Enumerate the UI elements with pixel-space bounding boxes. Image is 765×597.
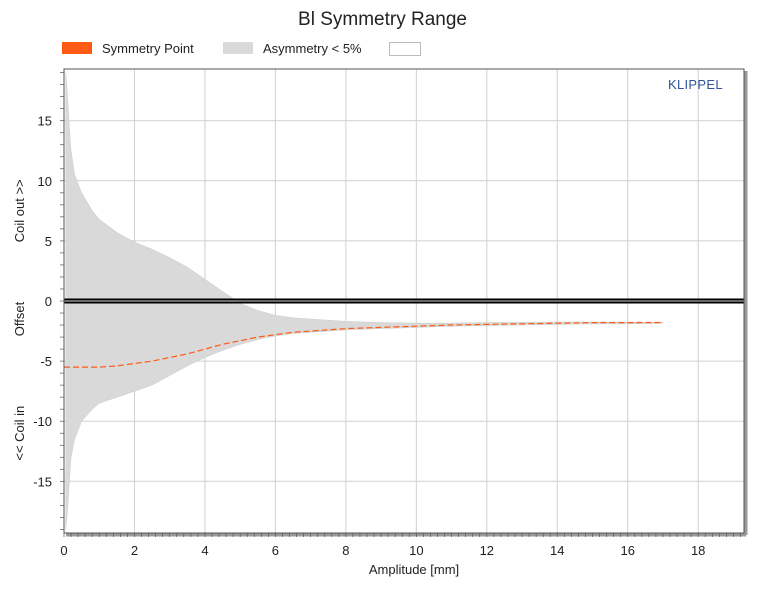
y-tick-label: 0 xyxy=(45,294,52,309)
x-axis-label: Amplitude [mm] xyxy=(369,562,459,577)
legend-label-asymmetry: Asymmetry < 5% xyxy=(263,41,362,56)
x-tick-label: 14 xyxy=(550,543,564,558)
symmetry-point-line xyxy=(64,322,663,368)
x-tick-label: 12 xyxy=(480,543,494,558)
y-tick-label: -15 xyxy=(33,474,52,489)
y-tick-label: -5 xyxy=(40,354,52,369)
x-tick-label: 2 xyxy=(131,543,138,558)
x-tick-label: 6 xyxy=(272,543,279,558)
klippel-watermark: KLIPPEL xyxy=(668,77,723,92)
y-axis-label-part: << Coil in xyxy=(12,406,27,461)
x-tick-label: 8 xyxy=(342,543,349,558)
x-tick-label: 4 xyxy=(201,543,208,558)
legend-swatch-asymmetry xyxy=(223,42,253,54)
y-axis-label-part: Coil out >> xyxy=(12,179,27,242)
legend-label-symmetry-point: Symmetry Point xyxy=(102,41,194,56)
legend-swatch-symmetry-point xyxy=(62,42,92,54)
legend-swatch-empty xyxy=(389,42,421,56)
x-tick-label: 10 xyxy=(409,543,423,558)
asymmetry-band xyxy=(65,72,664,530)
y-tick-label: -10 xyxy=(33,414,52,429)
x-tick-label: 0 xyxy=(60,543,67,558)
chart-title: Bl Symmetry Range xyxy=(298,9,467,30)
x-tick-label: 18 xyxy=(691,543,705,558)
y-axis-label-part: Offset xyxy=(12,301,27,336)
y-tick-label: 15 xyxy=(38,114,52,129)
y-tick-label: 10 xyxy=(38,174,52,189)
y-tick-label: 5 xyxy=(45,234,52,249)
x-tick-label: 16 xyxy=(620,543,634,558)
